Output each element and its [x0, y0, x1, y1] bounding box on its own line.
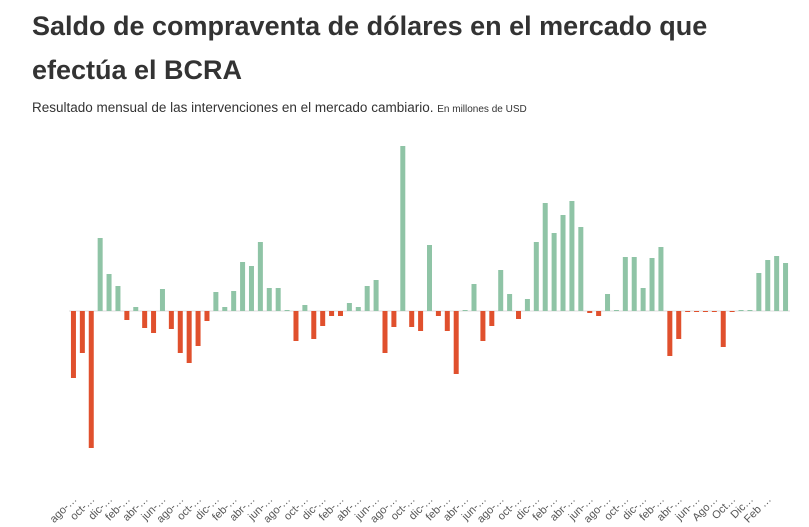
- bar: [302, 305, 308, 311]
- bar: [587, 311, 593, 313]
- bar: [266, 288, 272, 311]
- bar: [311, 311, 317, 339]
- bar: [489, 311, 495, 326]
- bar: [213, 292, 219, 311]
- unit-note: En millones de USD: [437, 104, 527, 115]
- bar: [444, 311, 450, 331]
- bar: [640, 288, 646, 311]
- bar: [542, 203, 548, 311]
- bar: [720, 311, 726, 347]
- bar: [631, 257, 637, 311]
- bar: [435, 311, 441, 316]
- bar: [507, 294, 513, 311]
- bar: [248, 266, 254, 311]
- bar: [480, 311, 486, 341]
- bar: [667, 311, 673, 356]
- bar: [685, 311, 691, 312]
- subtitle-block: Resultado mensual de las intervenciones …: [32, 100, 527, 115]
- bar: [329, 311, 335, 316]
- bar: [676, 311, 682, 339]
- bar: [569, 201, 575, 311]
- bar: [613, 310, 619, 311]
- bar: [453, 311, 459, 374]
- bar: [658, 247, 664, 311]
- bar: [462, 310, 468, 311]
- bar: [257, 242, 263, 311]
- bar: [151, 311, 157, 333]
- bar: [106, 274, 112, 311]
- bar: [177, 311, 183, 353]
- bar: [159, 289, 165, 311]
- bar: [168, 311, 174, 329]
- bar: [694, 311, 700, 312]
- bar: [124, 311, 130, 320]
- bar: [774, 256, 780, 311]
- bar: [391, 311, 397, 327]
- bar: [524, 299, 530, 311]
- bar: [498, 270, 504, 311]
- bar: [516, 311, 522, 319]
- bar: [605, 294, 611, 311]
- bar: [231, 291, 237, 311]
- bar: [240, 262, 246, 311]
- bar: [560, 215, 566, 311]
- bar: [195, 311, 201, 346]
- bar: [373, 280, 379, 311]
- bar: [533, 242, 539, 311]
- bar: [275, 288, 281, 311]
- bar: [551, 233, 557, 311]
- bar: [400, 146, 406, 311]
- bar: [622, 257, 628, 311]
- bar: [97, 238, 103, 311]
- bar: [747, 310, 753, 311]
- bar: [337, 311, 343, 316]
- bar: [186, 311, 192, 363]
- bar: [320, 311, 326, 326]
- bar: [702, 311, 708, 312]
- bar: [346, 303, 352, 311]
- bar: [293, 311, 299, 341]
- bar: [427, 245, 432, 311]
- bar: [738, 310, 744, 311]
- bar: [142, 311, 148, 328]
- bar: [115, 286, 121, 311]
- bar: [596, 311, 602, 316]
- bar: [222, 307, 228, 311]
- bar: [70, 311, 76, 378]
- bar: [79, 311, 85, 353]
- bar: [355, 307, 361, 311]
- chart-title: Saldo de compraventa de dólares en el me…: [32, 11, 708, 85]
- bar: [382, 311, 388, 353]
- bar: [418, 311, 424, 331]
- bar: [364, 286, 370, 311]
- bar: [284, 310, 290, 311]
- bar: [409, 311, 415, 327]
- bar: [88, 311, 94, 448]
- bar: [133, 307, 139, 311]
- bar: [711, 311, 717, 312]
- bar: [578, 227, 584, 311]
- bar: [471, 284, 477, 311]
- bar: [765, 260, 771, 311]
- bar: [649, 258, 655, 311]
- bar: [756, 273, 762, 311]
- bar: [729, 311, 735, 312]
- subtitle: Resultado mensual de las intervenciones …: [32, 100, 434, 115]
- bar: [783, 263, 789, 311]
- bar: [204, 311, 210, 321]
